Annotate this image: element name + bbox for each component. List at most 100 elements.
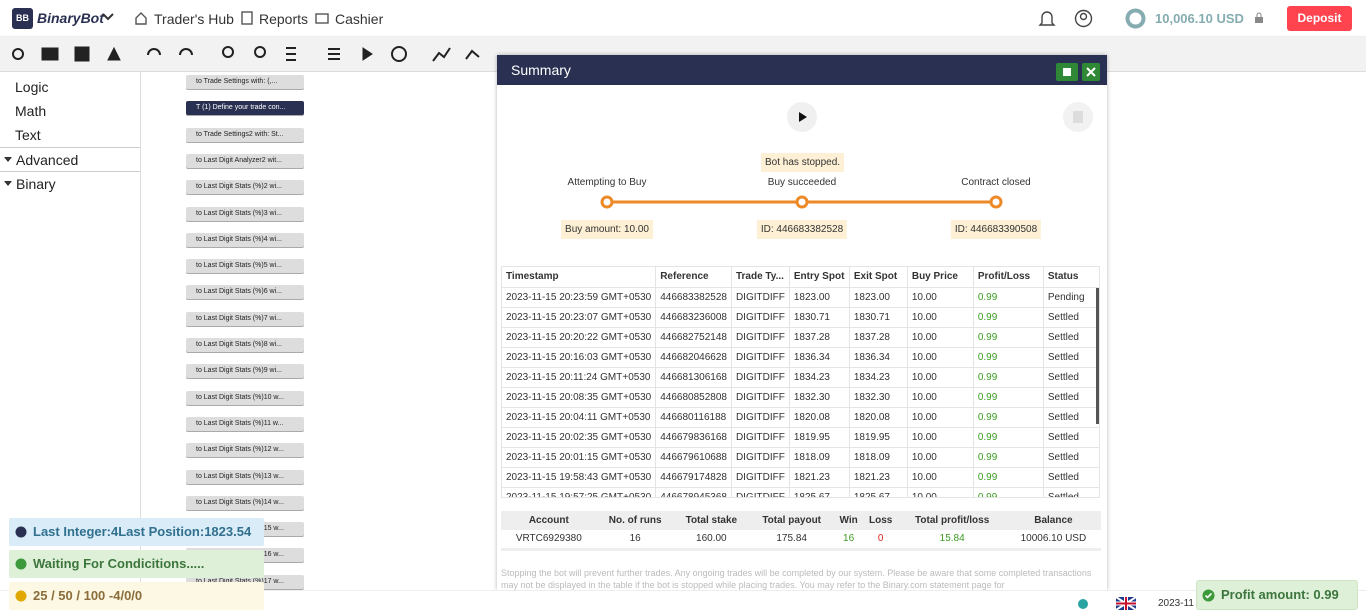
scrollbar[interactable] <box>1096 288 1099 424</box>
trade-row: 2023-11-15 20:08:35 GMT+0530 446680852808… <box>502 387 1099 408</box>
block[interactable]: to Last Digit Stats (%)6 wi... <box>186 285 304 300</box>
flag[interactable] <box>1116 597 1136 610</box>
cell: 2023-11-15 19:57:25 GMT+0530 <box>502 487 657 497</box>
run-button[interactable] <box>786 101 818 133</box>
block[interactable]: to Last Digit Stats (%)5 wi... <box>186 259 304 274</box>
cell: DIGITDIFF <box>731 387 790 408</box>
sidebar-item[interactable]: Advanced <box>0 147 140 171</box>
toast[interactable]: Profit amount: 0.99 <box>1196 580 1358 610</box>
cell: DIGITDIFF <box>731 367 790 388</box>
cell: Settled <box>1043 407 1099 428</box>
column-header: Profit/Loss <box>973 267 1044 288</box>
progress-line <box>600 195 1003 209</box>
block[interactable]: T (1) Define your trade con... <box>186 101 304 116</box>
cell: Pending <box>1043 287 1099 308</box>
block[interactable]: to Last Digit Stats (%)11 w... <box>186 416 304 431</box>
save-button[interactable] <box>1056 63 1078 81</box>
column-header: Buy Price <box>907 267 974 288</box>
block[interactable]: to Last Digit Stats (%)3 wi... <box>186 206 304 221</box>
step-detail: Buy amount: 10.00 <box>561 220 653 239</box>
cell: 1832.30 <box>849 387 908 408</box>
cell: 2023-11-15 20:08:35 GMT+0530 <box>502 387 657 408</box>
stats-cell: 175.84 <box>776 533 807 545</box>
cell: 1830.71 <box>849 307 908 328</box>
bot-status: Bot has stopped. <box>761 153 845 172</box>
step-label: Attempting to Buy <box>567 177 647 188</box>
stats-header: Account <box>501 511 597 530</box>
block[interactable]: to Trade Settings2 with: St... <box>186 127 304 142</box>
cell: Settled <box>1043 347 1099 368</box>
stats-cell: 0 <box>877 533 884 545</box>
stats-cell: 160.00 <box>696 533 727 545</box>
cell: 10.00 <box>907 407 974 428</box>
clear-button[interactable] <box>1062 101 1094 133</box>
bell[interactable] <box>1038 9 1056 28</box>
stats-header: Total stake <box>673 511 749 530</box>
currency-icon <box>1125 8 1146 29</box>
trade-row: 2023-11-15 20:23:07 GMT+0530 446683236008… <box>502 307 1099 328</box>
balance[interactable]: 10,006.10 USD <box>1155 11 1244 26</box>
cashier-icon <box>315 13 329 24</box>
cell: 10.00 <box>907 307 974 328</box>
nav-link[interactable]: Trader's Hub <box>154 11 234 27</box>
deposit-button[interactable]: Deposit <box>1287 6 1352 31</box>
logo[interactable]: BB <box>12 8 33 29</box>
column-header: Trade Ty... <box>731 267 790 288</box>
cell: Settled <box>1043 327 1099 348</box>
cell: 10.00 <box>907 347 974 368</box>
block[interactable]: to Last Digit Stats (%)4 wi... <box>186 232 304 247</box>
cell: 10.00 <box>907 447 974 468</box>
cell: 446680116188 <box>655 407 732 428</box>
column-header: Exit Spot <box>849 267 908 288</box>
cell: 1837.28 <box>849 327 908 348</box>
block[interactable]: to Last Digit Stats (%)12 w... <box>186 443 304 458</box>
chevron[interactable] <box>102 12 114 22</box>
cell: 0.99 <box>973 367 1044 388</box>
column-header: Reference <box>655 267 732 288</box>
cell: 10.00 <box>907 467 974 488</box>
cell: 446681306168 <box>655 367 732 388</box>
account-icon[interactable] <box>1074 9 1093 28</box>
block[interactable]: to Last Digit Stats (%)2 wi... <box>186 180 304 195</box>
cell: 2023-11-15 20:23:07 GMT+0530 <box>502 307 657 328</box>
cell: 1830.71 <box>789 307 850 328</box>
cell: 1820.08 <box>849 407 908 428</box>
block[interactable]: to Last Digit Stats (%)7 wi... <box>186 311 304 326</box>
trade-row: 2023-11-15 20:01:15 GMT+0530 446679610688… <box>502 447 1099 468</box>
nav-link[interactable]: Cashier <box>335 11 384 27</box>
sidebar-item[interactable]: Text <box>15 127 41 143</box>
block[interactable]: to Last Digit Stats (%)13 w... <box>186 469 304 484</box>
nav-link[interactable]: Reports <box>259 11 309 27</box>
cell: 2023-11-15 20:01:15 GMT+0530 <box>502 447 657 468</box>
stats-header: Total profit/loss <box>898 511 1006 530</box>
block[interactable]: to Last Digit Stats (%)14 w... <box>186 495 304 510</box>
toolbar-icons[interactable] <box>0 37 500 72</box>
sidebar-item[interactable]: Logic <box>15 79 49 95</box>
stats-cell: 15.84 <box>939 533 965 545</box>
notification: 25 / 50 / 100 -4/0/0 <box>9 582 264 610</box>
cell: Settled <box>1043 467 1099 488</box>
cell: 446680852808 <box>655 387 732 408</box>
sidebar-item[interactable]: Binary <box>0 171 140 195</box>
cell: 446678945368 <box>655 487 732 497</box>
block[interactable]: to Last Digit Stats (%)8 wi... <box>186 338 304 352</box>
sidebar-item[interactable]: Math <box>15 103 47 119</box>
step-label: Contract closed <box>961 177 1031 188</box>
toast-text: Profit amount: 0.99 <box>1221 587 1339 602</box>
cell: DIGITDIFF <box>731 467 790 488</box>
stats-cell: 10006.10 USD <box>1020 533 1087 545</box>
cell: DIGITDIFF <box>731 427 790 448</box>
stats-header: Total payout <box>748 511 835 530</box>
block[interactable]: to Last Digit Analyzer2 wit... <box>186 153 304 168</box>
cell: 2023-11-15 20:04:11 GMT+0530 <box>502 407 657 428</box>
brand[interactable]: BinaryBot <box>37 10 104 26</box>
cell: 10.00 <box>907 327 974 348</box>
cell: 2023-11-15 20:16:03 GMT+0530 <box>502 347 657 368</box>
lock <box>1255 12 1263 23</box>
notification: Waiting For Condicitions..... <box>9 550 264 578</box>
block[interactable]: to Trade Settings with: (,... <box>186 75 304 89</box>
cell: 1836.34 <box>789 347 850 368</box>
block[interactable]: to Last Digit Stats (%)9 wi... <box>186 364 304 379</box>
close-button[interactable] <box>1082 63 1100 81</box>
block[interactable]: to Last Digit Stats (%)10 w... <box>186 390 304 405</box>
